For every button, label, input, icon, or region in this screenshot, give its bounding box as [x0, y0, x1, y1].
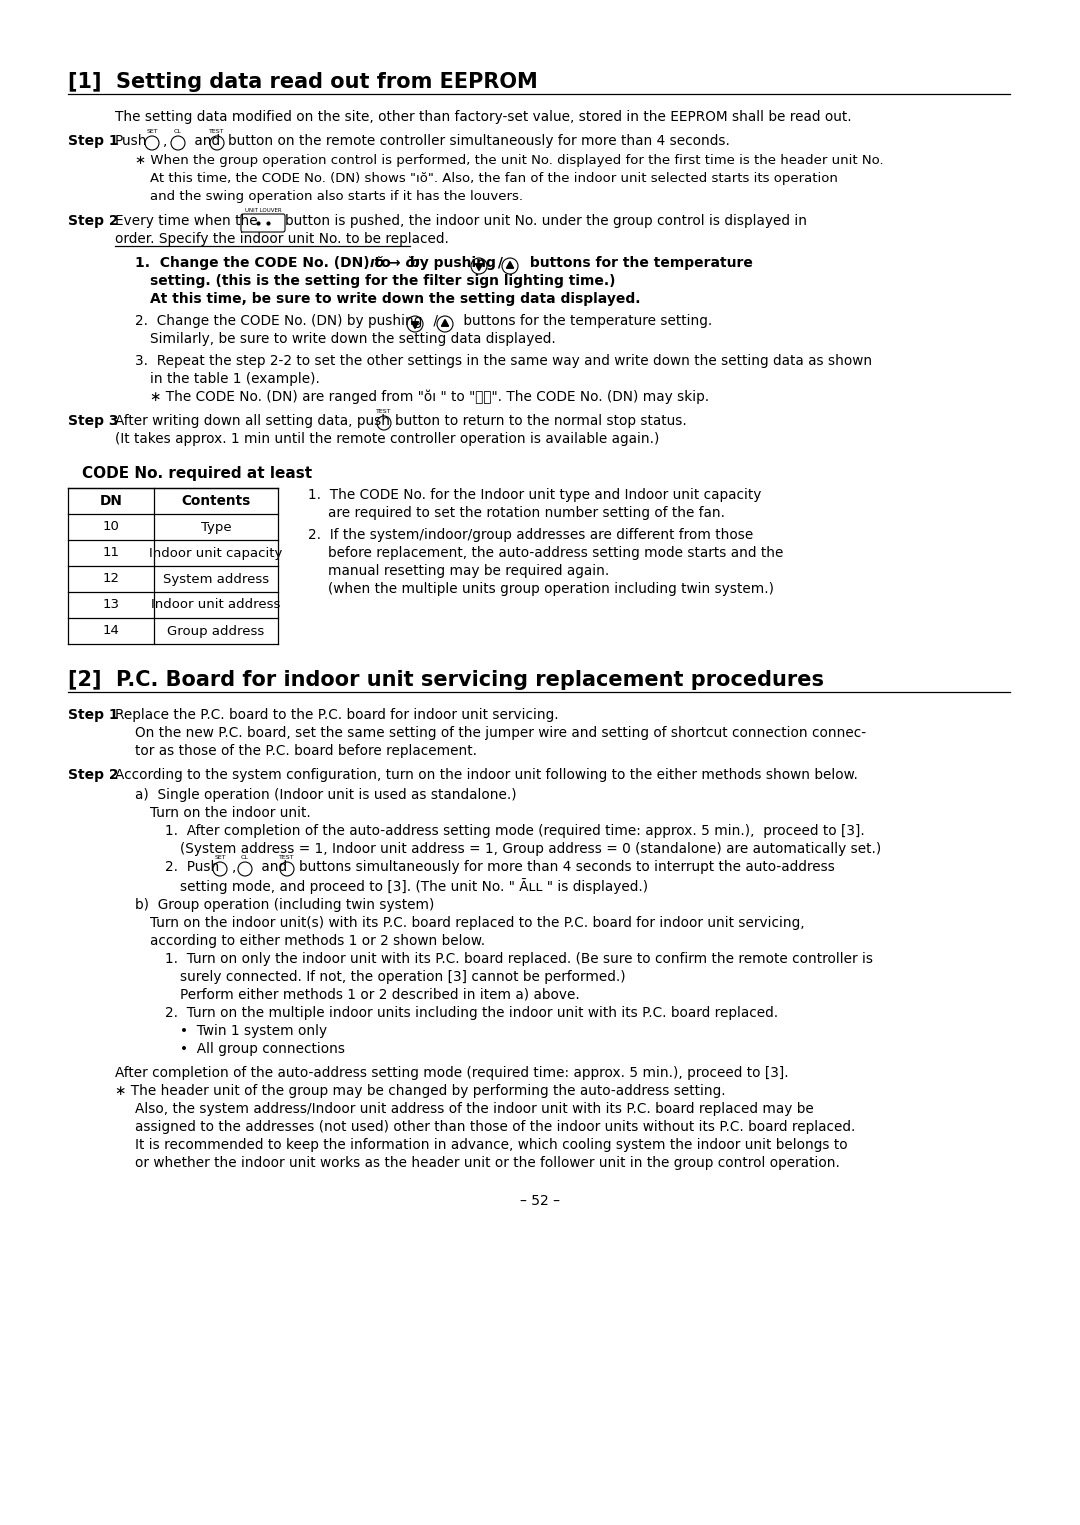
- Text: a)  Single operation (Indoor unit is used as standalone.): a) Single operation (Indoor unit is used…: [135, 788, 516, 802]
- Text: After completion of the auto-address setting mode (required time: approx. 5 min.: After completion of the auto-address set…: [114, 1066, 788, 1080]
- Polygon shape: [507, 261, 514, 268]
- Text: button is pushed, the indoor unit No. under the group control is displayed in: button is pushed, the indoor unit No. un…: [285, 214, 807, 229]
- Text: CL: CL: [241, 856, 248, 860]
- Text: Also, the system address/Indoor unit address of the indoor unit with its P.C. bo: Also, the system address/Indoor unit add…: [135, 1103, 813, 1116]
- Text: assigned to the addresses (not used) other than those of the indoor units withou: assigned to the addresses (not used) oth…: [135, 1119, 855, 1135]
- Text: At this time, the CODE No. (DN) shows "ıŏ". Also, the fan of the indoor unit sel: At this time, the CODE No. (DN) shows "ı…: [150, 172, 838, 185]
- Text: Group address: Group address: [167, 625, 265, 637]
- Text: Similarly, be sure to write down the setting data displayed.: Similarly, be sure to write down the set…: [150, 332, 556, 346]
- Text: CL: CL: [174, 130, 181, 134]
- Text: ,: ,: [232, 860, 237, 874]
- Text: [2]  P.C. Board for indoor unit servicing replacement procedures: [2] P.C. Board for indoor unit servicing…: [68, 669, 824, 689]
- Text: Push: Push: [114, 134, 148, 148]
- Text: TEST: TEST: [280, 856, 295, 860]
- Text: DN: DN: [99, 494, 122, 508]
- Text: UNIT LOUVER: UNIT LOUVER: [245, 207, 281, 214]
- Text: ∗ The header unit of the group may be changed by performing the auto-address set: ∗ The header unit of the group may be ch…: [114, 1084, 726, 1098]
- Text: by pushing: by pushing: [405, 256, 496, 270]
- Text: •  All group connections: • All group connections: [180, 1042, 345, 1055]
- Text: CODE No. required at least: CODE No. required at least: [82, 467, 312, 480]
- Text: and the swing operation also starts if it has the louvers.: and the swing operation also starts if i…: [150, 191, 523, 203]
- Text: button to return to the normal stop status.: button to return to the normal stop stat…: [395, 413, 687, 429]
- Text: (It takes approx. 1 min until the remote controller operation is available again: (It takes approx. 1 min until the remote…: [114, 432, 660, 445]
- Text: ∗ When the group operation control is performed, the unit No. displayed for the : ∗ When the group operation control is pe…: [135, 154, 883, 168]
- Text: and: and: [190, 134, 220, 148]
- Text: ∗ The CODE No. (DN) are ranged from "ŏı " to "ＦＦ". The CODE No. (DN) may skip.: ∗ The CODE No. (DN) are ranged from "ŏı …: [150, 390, 710, 404]
- Text: 2.  If the system/indoor/group addresses are different from those: 2. If the system/indoor/group addresses …: [308, 528, 753, 541]
- Text: TEST: TEST: [376, 409, 392, 413]
- Text: before replacement, the auto-address setting mode starts and the: before replacement, the auto-address set…: [328, 546, 783, 560]
- Text: According to the system configuration, turn on the indoor unit following to the : According to the system configuration, t…: [114, 769, 858, 782]
- Text: The setting data modified on the site, other than factory-set value, stored in t: The setting data modified on the site, o…: [114, 110, 852, 124]
- Text: 3.  Repeat the step 2-2 to set the other settings in the same way and write down: 3. Repeat the step 2-2 to set the other …: [135, 354, 873, 368]
- Text: according to either methods 1 or 2 shown below.: according to either methods 1 or 2 shown…: [150, 933, 485, 949]
- Text: 1.  Change the CODE No. (DN) to: 1. Change the CODE No. (DN) to: [135, 256, 391, 270]
- Text: surely connected. If not, the operation [3] cannot be performed.): surely connected. If not, the operation …: [180, 970, 625, 984]
- Polygon shape: [411, 322, 419, 328]
- Text: in the table 1 (example).: in the table 1 (example).: [150, 372, 320, 386]
- Text: •  Twin 1 system only: • Twin 1 system only: [180, 1023, 327, 1039]
- Text: setting mode, and proceed to [3]. (The unit No. " Āʟʟ " is displayed.): setting mode, and proceed to [3]. (The u…: [180, 878, 648, 894]
- Text: Indoor unit address: Indoor unit address: [151, 598, 281, 612]
- Text: /: /: [492, 256, 503, 270]
- Text: buttons simultaneously for more than 4 seconds to interrupt the auto-address: buttons simultaneously for more than 4 s…: [299, 860, 835, 874]
- Text: Perform either methods 1 or 2 described in item a) above.: Perform either methods 1 or 2 described …: [180, 988, 580, 1002]
- Text: are required to set the rotation number setting of the fan.: are required to set the rotation number …: [328, 506, 725, 520]
- Polygon shape: [442, 320, 448, 326]
- Text: Step 3: Step 3: [68, 413, 119, 429]
- Text: tor as those of the P.C. board before replacement.: tor as those of the P.C. board before re…: [135, 744, 477, 758]
- Text: 1.  The CODE No. for the Indoor unit type and Indoor unit capacity: 1. The CODE No. for the Indoor unit type…: [308, 488, 761, 502]
- Text: 13: 13: [103, 598, 120, 612]
- Polygon shape: [475, 264, 483, 270]
- Text: 14: 14: [103, 625, 120, 637]
- Text: b)  Group operation (including twin system): b) Group operation (including twin syste…: [135, 898, 434, 912]
- Text: Step 1: Step 1: [68, 708, 119, 721]
- Text: setting. (this is the setting for the filter sign lighting time.): setting. (this is the setting for the fi…: [150, 274, 616, 288]
- Text: 1.  Turn on only the indoor unit with its P.C. board replaced. (Be sure to confi: 1. Turn on only the indoor unit with its…: [165, 952, 873, 965]
- Text: [1]  Setting data read out from EEPROM: [1] Setting data read out from EEPROM: [68, 72, 538, 92]
- Text: or whether the indoor unit works as the header unit or the follower unit in the : or whether the indoor unit works as the …: [135, 1156, 840, 1170]
- Text: 2.  Push: 2. Push: [165, 860, 219, 874]
- Text: and: and: [257, 860, 287, 874]
- Text: Replace the P.C. board to the P.C. board for indoor unit servicing.: Replace the P.C. board to the P.C. board…: [114, 708, 558, 721]
- Text: ıŏ → ŏı: ıŏ → ŏı: [365, 256, 420, 270]
- Text: Indoor unit capacity: Indoor unit capacity: [149, 546, 283, 560]
- Text: SET: SET: [214, 856, 226, 860]
- Text: 2.  Change the CODE No. (DN) by pushing: 2. Change the CODE No. (DN) by pushing: [135, 314, 422, 328]
- Text: SET: SET: [146, 130, 158, 134]
- Text: – 52 –: – 52 –: [519, 1194, 561, 1208]
- Text: buttons for the temperature: buttons for the temperature: [525, 256, 753, 270]
- Text: Step 2: Step 2: [68, 214, 119, 229]
- Text: Turn on the indoor unit(s) with its P.C. board replaced to the P.C. board for in: Turn on the indoor unit(s) with its P.C.…: [150, 917, 805, 930]
- Text: It is recommended to keep the information in advance, which cooling system the i: It is recommended to keep the informatio…: [135, 1138, 848, 1151]
- Text: 11: 11: [103, 546, 120, 560]
- Text: order. Specify the indoor unit No. to be replaced.: order. Specify the indoor unit No. to be…: [114, 232, 449, 246]
- Text: Every time when the: Every time when the: [114, 214, 258, 229]
- Text: At this time, be sure to write down the setting data displayed.: At this time, be sure to write down the …: [150, 291, 640, 307]
- Text: Step 2: Step 2: [68, 769, 119, 782]
- Text: (System address = 1, Indoor unit address = 1, Group address = 0 (standalone) are: (System address = 1, Indoor unit address…: [180, 842, 881, 856]
- Text: button on the remote controller simultaneously for more than 4 seconds.: button on the remote controller simultan…: [228, 134, 730, 148]
- Text: System address: System address: [163, 572, 269, 586]
- Text: Type: Type: [201, 520, 231, 534]
- Text: On the new P.C. board, set the same setting of the jumper wire and setting of sh: On the new P.C. board, set the same sett…: [135, 726, 866, 740]
- Text: /: /: [429, 314, 438, 328]
- Text: Turn on the indoor unit.: Turn on the indoor unit.: [150, 807, 311, 820]
- Text: 10: 10: [103, 520, 120, 534]
- Text: 1.  After completion of the auto-address setting mode (required time: approx. 5 : 1. After completion of the auto-address …: [165, 824, 865, 839]
- Text: After writing down all setting data, push: After writing down all setting data, pus…: [114, 413, 390, 429]
- Text: buttons for the temperature setting.: buttons for the temperature setting.: [459, 314, 712, 328]
- Text: 12: 12: [103, 572, 120, 586]
- Text: ,: ,: [163, 134, 167, 148]
- Text: TEST: TEST: [210, 130, 225, 134]
- Text: Contents: Contents: [181, 494, 251, 508]
- Text: (when the multiple units group operation including twin system.): (when the multiple units group operation…: [328, 583, 774, 596]
- Text: manual resetting may be required again.: manual resetting may be required again.: [328, 564, 609, 578]
- Text: 2.  Turn on the multiple indoor units including the indoor unit with its P.C. bo: 2. Turn on the multiple indoor units inc…: [165, 1006, 778, 1020]
- Text: Step 1: Step 1: [68, 134, 119, 148]
